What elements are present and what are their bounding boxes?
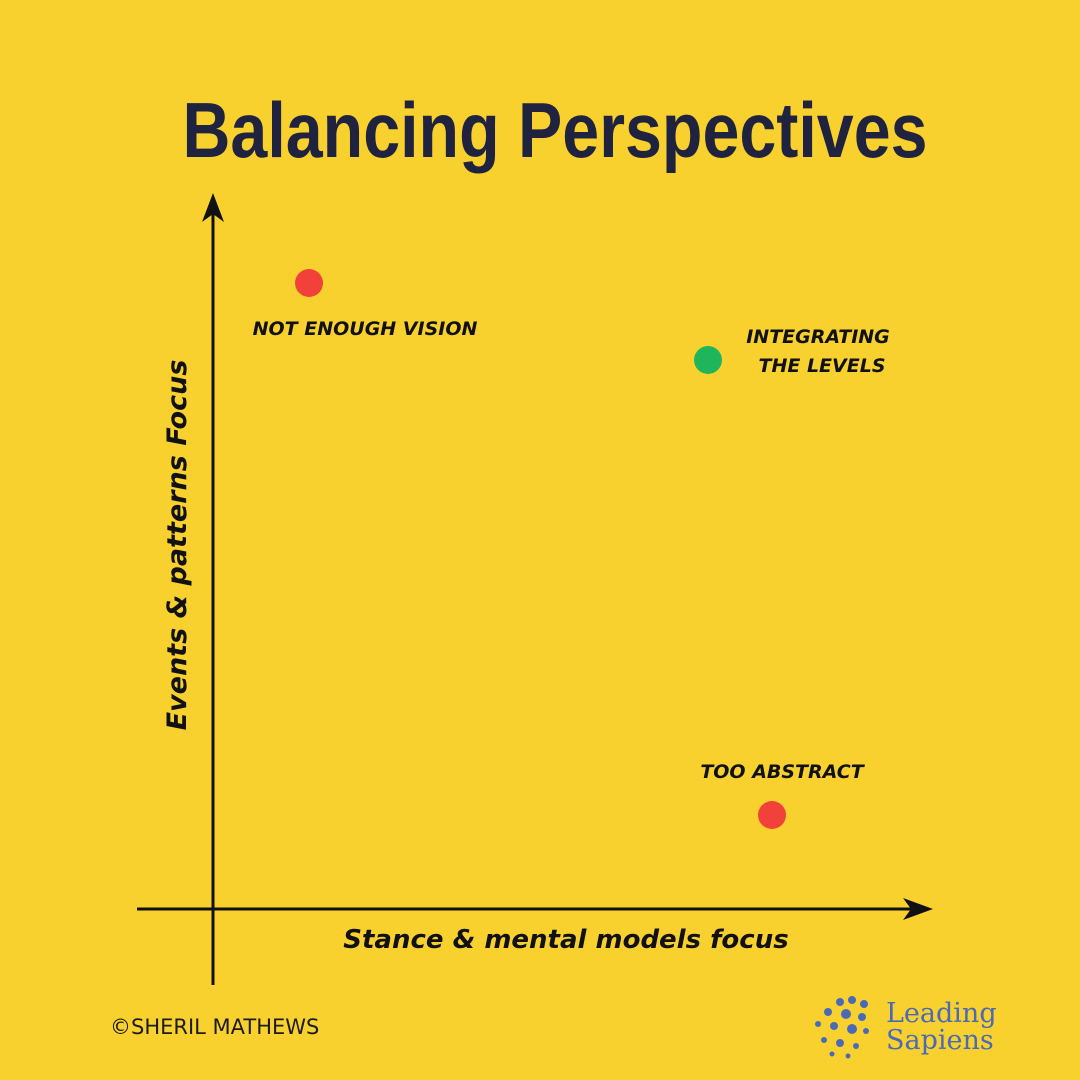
y-arrow: [202, 193, 224, 222]
point-label: INTEGRATING: [746, 326, 890, 348]
x-axis-label: Stance & mental models focus: [343, 925, 788, 955]
point: [295, 269, 323, 297]
logo-text: Leading: [886, 998, 997, 1029]
point-label: TOO ABSTRACT: [700, 761, 865, 783]
y-axis-label: Events & patterns Focus: [162, 360, 193, 731]
logo-mark: [815, 996, 869, 1059]
x-arrow: [903, 898, 933, 920]
point-label: THE LEVELS: [758, 355, 885, 377]
logo-text: Sapiens: [886, 1025, 994, 1056]
point: [694, 346, 722, 374]
point-label: NOT ENOUGH VISION: [253, 318, 478, 340]
axes: [137, 193, 933, 985]
title: Balancing Perspectives: [183, 86, 928, 174]
point: [758, 801, 786, 829]
credit: ©SHERIL MATHEWS: [110, 1015, 319, 1039]
